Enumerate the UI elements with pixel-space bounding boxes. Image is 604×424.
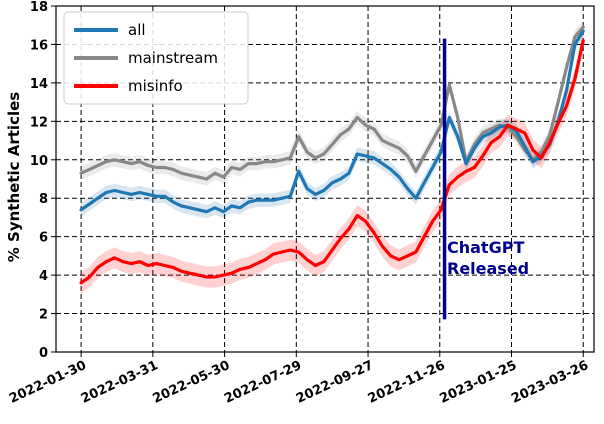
y-tick-label: 10 xyxy=(30,154,48,169)
band-mainstream xyxy=(81,20,584,186)
line-all xyxy=(79,29,585,214)
band-misinfo xyxy=(81,30,584,294)
y-tick-label: 6 xyxy=(39,231,48,246)
series-lines xyxy=(79,25,585,285)
chatgpt-annotation: ChatGPT Released xyxy=(442,38,529,320)
line-mainstream xyxy=(79,25,585,181)
y-tick-label: 2 xyxy=(39,308,48,323)
y-tick-label: 0 xyxy=(39,346,48,361)
y-tick-label: 8 xyxy=(39,192,48,207)
legend: all mainstream misinfo xyxy=(63,11,249,105)
legend-label-all: all xyxy=(128,21,146,39)
confidence-bands xyxy=(81,20,584,294)
y-ticks: 0 2 4 6 8 10 12 14 16 18 xyxy=(30,0,56,361)
legend-box xyxy=(63,11,249,105)
legend-label-mainstream: mainstream xyxy=(128,49,218,67)
y-tick-label: 16 xyxy=(30,38,48,53)
annotation-line1: ChatGPT xyxy=(447,238,524,257)
plot-frame xyxy=(55,5,595,353)
line-misinfo xyxy=(79,38,585,285)
y-tick-label: 12 xyxy=(30,115,48,130)
annotation-line2: Released xyxy=(447,259,529,278)
band-all xyxy=(81,24,584,219)
axes xyxy=(55,5,595,353)
y-tick-label: 14 xyxy=(30,77,48,92)
y-tick-label: 4 xyxy=(39,269,48,284)
legend-label-misinfo: misinfo xyxy=(128,77,183,95)
y-axis-label: % Synthetic Articles xyxy=(5,92,23,262)
y-tick-label: 18 xyxy=(30,0,48,15)
